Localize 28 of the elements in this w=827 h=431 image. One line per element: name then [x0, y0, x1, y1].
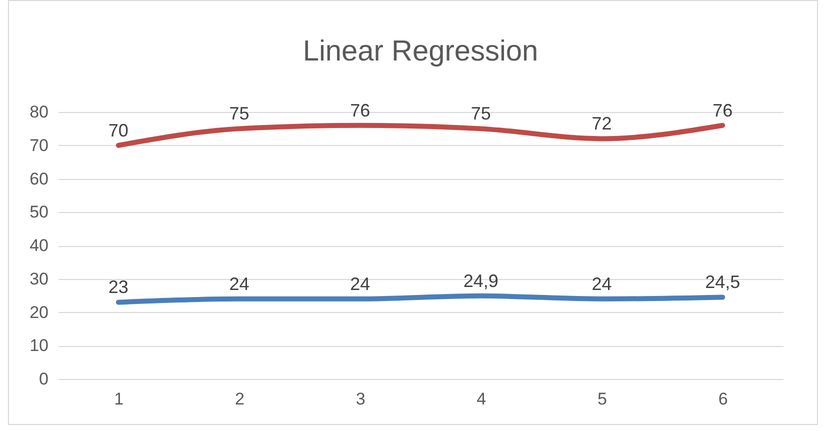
x-tick-label: 1: [114, 390, 124, 408]
y-tick-label: 70: [30, 136, 48, 155]
data-label: 70: [108, 120, 128, 140]
x-tick-label: 3: [356, 390, 366, 408]
data-label: 23: [108, 277, 128, 298]
data-label: 24: [229, 274, 250, 294]
x-tick-label: 5: [598, 390, 607, 408]
data-label: 72: [592, 114, 612, 134]
y-tick-label: 20: [30, 302, 48, 322]
data-label: 24: [350, 274, 370, 294]
y-tick-label: 10: [30, 336, 48, 356]
data-label: 75: [470, 104, 491, 124]
data-label: 24: [592, 274, 612, 294]
chart-title: Linear Regression: [302, 35, 538, 68]
data-label: 76: [350, 100, 370, 120]
x-tick-label: 4: [476, 390, 486, 408]
data-label: 24,9: [463, 270, 498, 291]
data-label: 24,5: [705, 272, 740, 292]
y-tick-label: 40: [30, 236, 48, 255]
data-label: 75: [229, 104, 250, 124]
y-tick-label: 60: [30, 169, 48, 188]
y-tick-label: 80: [30, 102, 48, 122]
data-label: 76: [712, 100, 733, 120]
x-tick-label: 6: [718, 390, 728, 408]
y-tick-label: 30: [30, 269, 48, 288]
x-tick-label: 2: [235, 390, 244, 408]
y-tick-label: 50: [30, 202, 48, 222]
y-tick-label: 0: [39, 370, 48, 388]
